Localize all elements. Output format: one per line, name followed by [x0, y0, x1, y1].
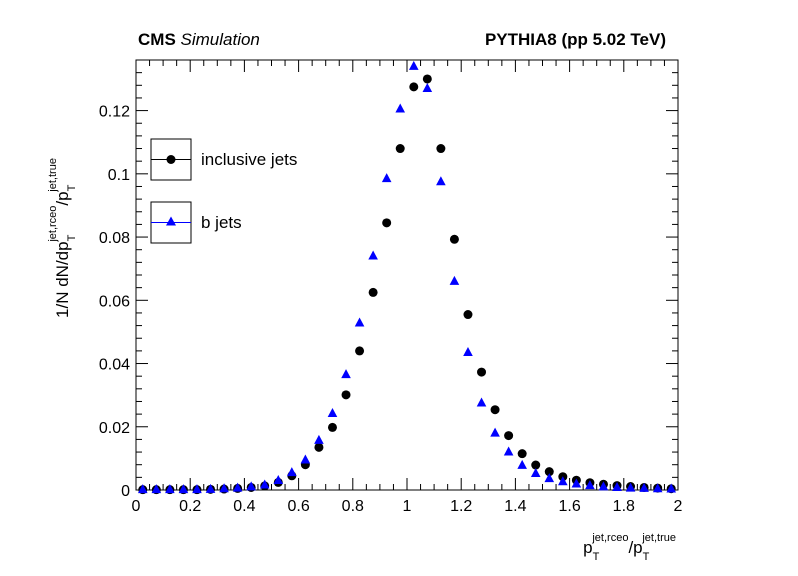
inclusive-point [544, 467, 554, 477]
y-tick-labels: 0 0.02 0.04 0.06 0.08 0.1 0.12 [99, 104, 130, 500]
legend-label-bjets: b jets [201, 213, 242, 232]
inclusive-point [422, 74, 432, 84]
bjet-point [544, 473, 555, 483]
bjet-point [327, 407, 338, 417]
legend-entry-bjets: b jets [150, 201, 242, 244]
x-tick-label: 1.6 [558, 498, 580, 515]
bjet-point [571, 478, 582, 488]
inclusive-point [517, 449, 527, 459]
x-tick-label: 2 [674, 498, 683, 515]
inclusive-point [436, 144, 446, 154]
x-axis-title: pTjet,rceo/pTjet,true [583, 532, 676, 563]
y-tick-label: 0.1 [108, 167, 130, 184]
bjet-point [287, 467, 297, 477]
bjet-point [652, 483, 663, 493]
plot-frame [135, 59, 679, 491]
x-tick-labels: 0 0.2 0.4 0.6 0.8 1 1.2 1.4 1.6 1.8 2 [132, 498, 683, 515]
bjet-point [476, 397, 487, 407]
x-tick-label: 0.8 [342, 498, 364, 515]
bjet-point [246, 481, 256, 491]
bjet-point [558, 476, 568, 486]
bjet-point [625, 482, 636, 492]
y-tick-label: 0 [121, 483, 130, 500]
bjet-point [192, 484, 202, 494]
x-tick-label: 0.2 [179, 498, 201, 515]
bjet-point [490, 427, 500, 437]
inclusive-point [341, 390, 351, 400]
x-tick-label: 1.8 [613, 498, 635, 515]
y-tick-label: 0.06 [99, 293, 130, 310]
inclusive-point [463, 310, 473, 320]
inclusive-point [314, 442, 324, 452]
inclusive-point [531, 460, 541, 470]
bjet-point [408, 60, 419, 70]
y-tick-label: 0.12 [99, 104, 130, 121]
plot-area-border [135, 59, 679, 491]
bjet-point [517, 459, 527, 469]
bjet-point [436, 176, 446, 186]
bjet-point [205, 483, 216, 493]
x-tick-label: 1 [403, 498, 412, 515]
bjet-point [219, 483, 229, 493]
bjet-point [463, 346, 473, 356]
y-tick-label: 0.02 [99, 420, 130, 437]
inclusive-point [490, 405, 500, 415]
legend-marker-circle [166, 155, 176, 164]
bjet-point [232, 482, 243, 492]
cms-label: CMS Simulation [138, 30, 260, 50]
bjet-point [273, 475, 284, 485]
bjet-point [666, 483, 677, 493]
x-tick-label: 1.4 [504, 498, 526, 515]
bjet-point [165, 484, 175, 494]
y-tick-label: 0.08 [99, 230, 130, 247]
inclusive-point [504, 431, 514, 441]
bjet-point [341, 369, 351, 379]
x-tick-label: 0 [132, 498, 141, 515]
bjet-point [585, 480, 595, 490]
axis-ticks [135, 59, 679, 491]
legend: inclusive jets b jets [150, 138, 297, 244]
inclusive-point [449, 234, 459, 244]
x-tick-label: 1.2 [450, 498, 472, 515]
bjet-point [530, 468, 541, 478]
inclusive-point [368, 287, 378, 297]
bjet-point [503, 446, 514, 456]
series-inclusive-jets [138, 74, 676, 495]
bjet-point [449, 275, 460, 285]
bjet-point [381, 173, 392, 183]
generator-label: PYTHIA8 (pp 5.02 TeV) [484, 30, 666, 49]
bjet-point [151, 484, 162, 494]
bjet-point [137, 484, 148, 494]
bjet-point [314, 434, 324, 444]
bjet-point [259, 479, 270, 489]
bjet-point [422, 82, 433, 92]
inclusive-point [355, 346, 365, 356]
bjet-point [395, 103, 406, 113]
x-tick-label: 0.4 [233, 498, 255, 515]
experiment-label: CMS [138, 30, 176, 49]
legend-entry-inclusive: inclusive jets [150, 138, 297, 181]
inclusive-point [395, 144, 405, 154]
data-markers [137, 60, 677, 495]
bjet-point [354, 317, 365, 327]
inclusive-point [477, 367, 487, 377]
bjet-point [178, 484, 189, 494]
legend-label-inclusive: inclusive jets [201, 150, 297, 169]
status-label: Simulation [180, 30, 260, 49]
y-tick-label: 0.04 [99, 357, 130, 374]
inclusive-point [409, 82, 419, 92]
bjet-point [598, 481, 609, 491]
inclusive-point [382, 218, 392, 228]
bjet-point [368, 250, 378, 260]
bjet-point [300, 454, 311, 464]
legend-marker-triangle [166, 216, 176, 226]
series-b-jets [137, 60, 677, 494]
y-axis-title: 1/N dN/dpTjet,rceo/pTjet,true [47, 158, 78, 318]
bjet-point [639, 482, 649, 492]
inclusive-point [327, 422, 337, 432]
x-tick-label: 0.6 [287, 498, 309, 515]
bjet-point [612, 481, 622, 491]
